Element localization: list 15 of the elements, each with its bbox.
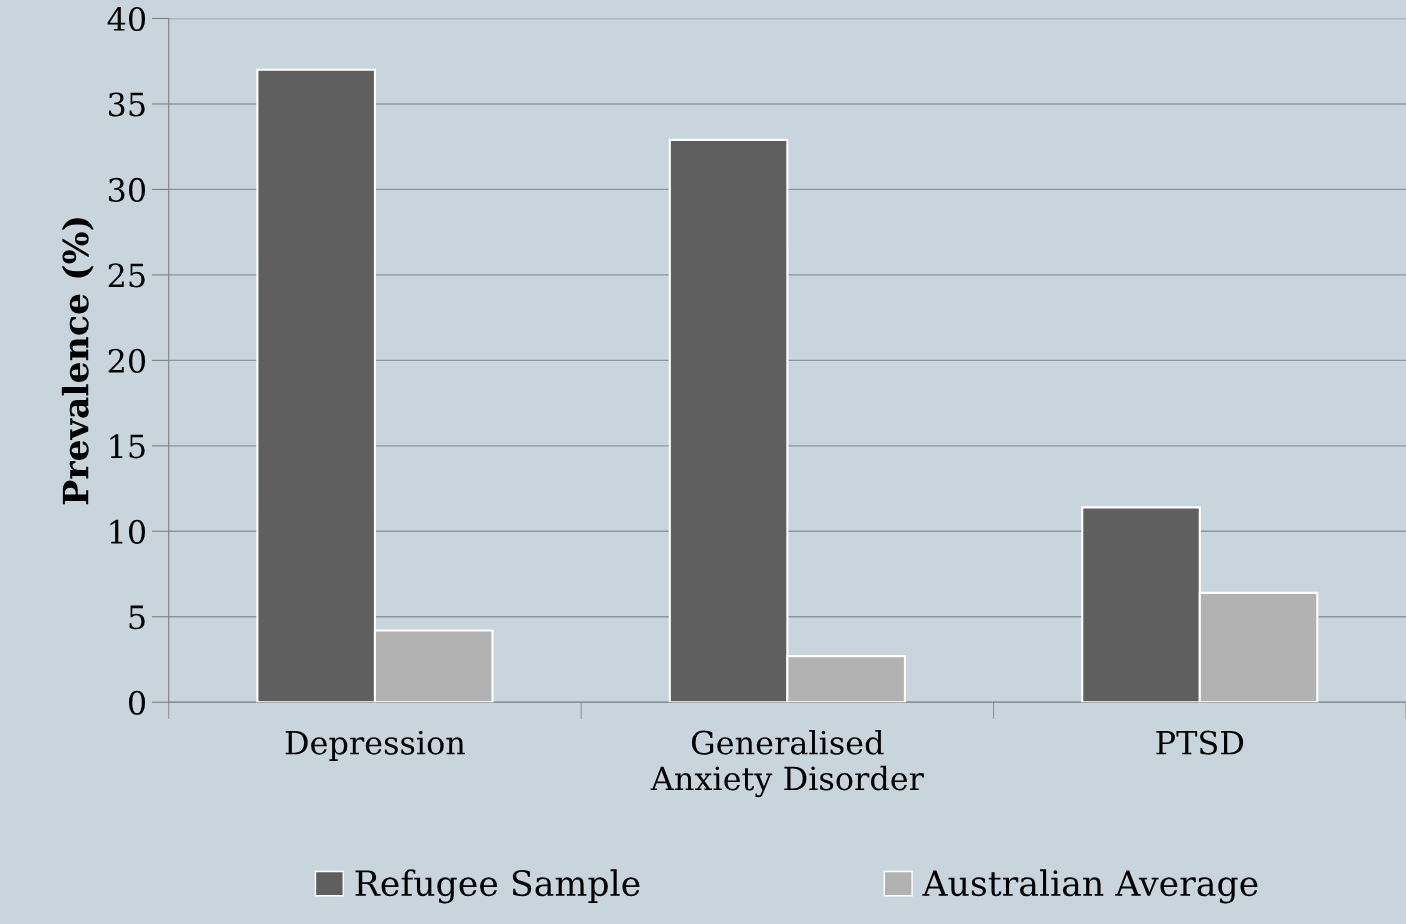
legend-label: Australian Average <box>922 869 1258 904</box>
y-tick-label: 5 <box>129 605 145 630</box>
y-tick-label: 40 <box>107 6 146 32</box>
x-tick-label: PTSD <box>1156 730 1244 755</box>
legend-label: Refugee Sample <box>355 869 640 904</box>
y-tick-label: 25 <box>108 263 145 288</box>
y-tick-label: 35 <box>108 92 145 117</box>
y-tick-label: 20 <box>108 348 146 373</box>
x-tick-label: Depression <box>285 730 466 761</box>
y-tick-label: 0 <box>128 690 146 715</box>
y-tick-label: 30 <box>108 177 146 203</box>
x-tick-label: Generalised Anxiety Disorder <box>650 730 924 798</box>
y-tick-label: 10 <box>110 519 146 544</box>
y-tick-label: 15 <box>110 434 145 459</box>
y-axis-title: Prevalence (%) <box>61 218 94 505</box>
